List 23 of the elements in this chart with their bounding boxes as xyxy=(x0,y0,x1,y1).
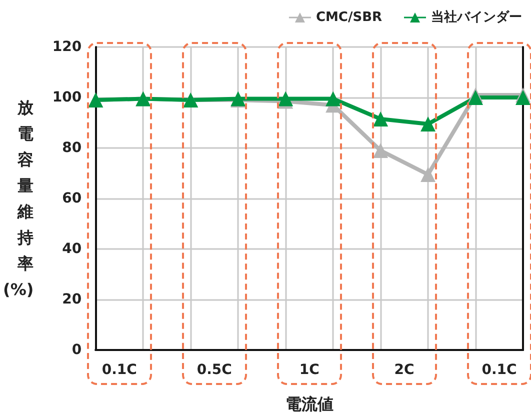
text: 0.5C xyxy=(196,362,232,378)
text: 0.1C xyxy=(102,362,137,378)
y-tick-label: 80 xyxy=(62,140,82,156)
y-tick-label: 20 xyxy=(62,292,82,308)
point xyxy=(420,167,436,182)
point xyxy=(420,116,436,132)
x-axis-title: 電流値 xyxy=(285,394,334,414)
point xyxy=(468,90,484,105)
legend-label: CMC/SBR xyxy=(316,10,382,25)
y-tick-label: 100 xyxy=(52,90,82,106)
y-tick-label: 60 xyxy=(62,190,82,206)
text: 1C xyxy=(299,362,320,378)
point xyxy=(373,111,388,126)
y-axis-title: 放電容量維持率(%) xyxy=(3,98,35,299)
legend-label: 当社バインダー xyxy=(431,9,522,25)
text: 2C xyxy=(394,362,414,378)
text: 0.1C xyxy=(482,362,517,378)
y-tick-label: 0 xyxy=(72,342,82,358)
point xyxy=(516,90,530,105)
point xyxy=(373,143,388,158)
y-tick-label: 40 xyxy=(62,241,82,257)
y-tick-label: 120 xyxy=(52,39,82,55)
point xyxy=(326,91,341,106)
